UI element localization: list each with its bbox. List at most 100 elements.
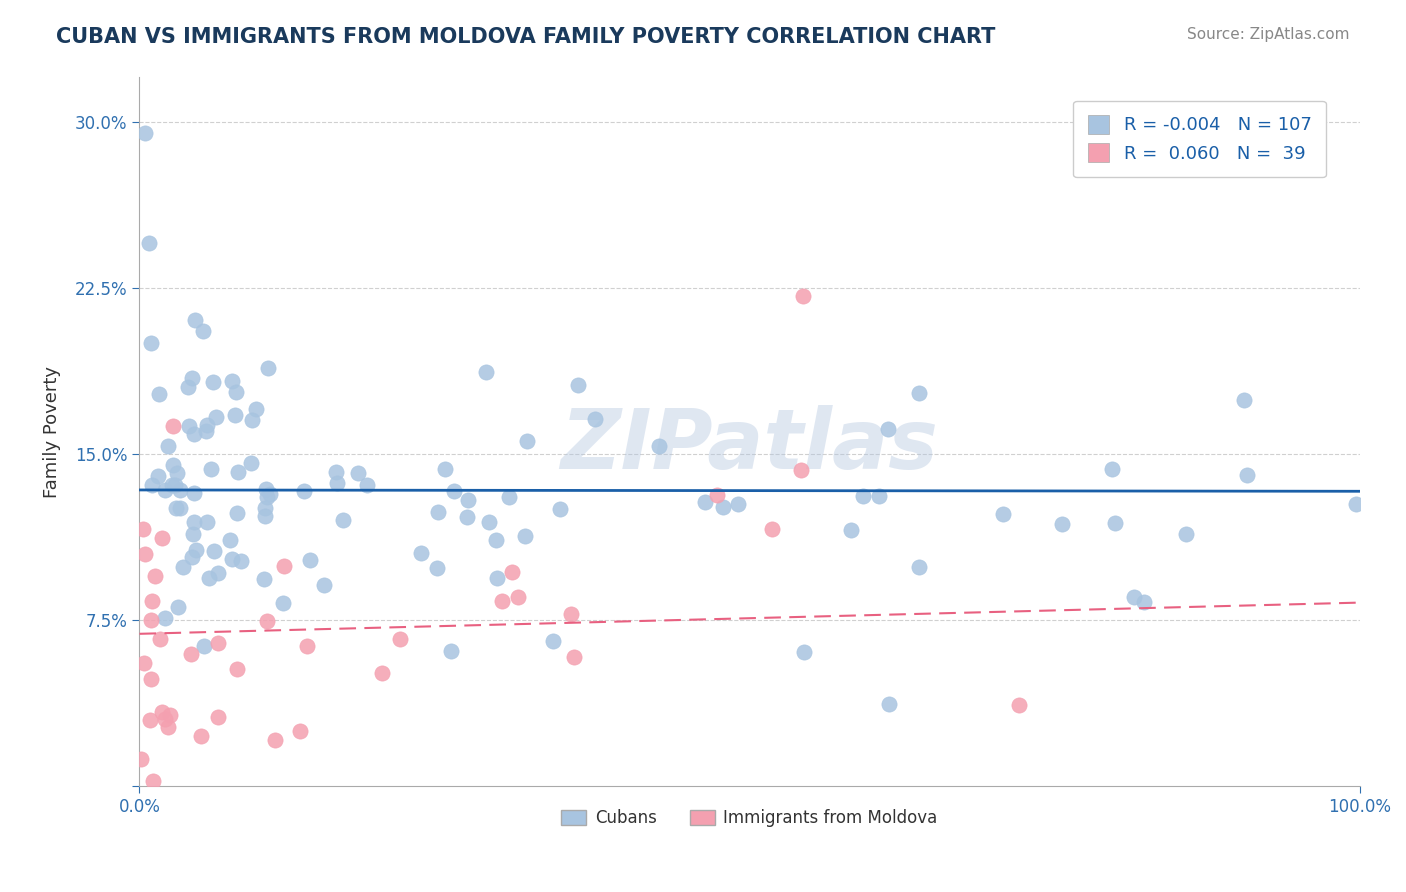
Text: ZIPatlas: ZIPatlas	[561, 405, 938, 486]
Cubans	[177, 418, 200, 433]
Cubans	[225, 385, 247, 400]
Cubans	[253, 509, 276, 524]
Cubans	[169, 483, 191, 498]
Immigrants from Moldova	[143, 569, 166, 583]
Text: Source: ZipAtlas.com: Source: ZipAtlas.com	[1187, 27, 1350, 42]
Cubans	[231, 554, 253, 568]
Cubans	[1232, 392, 1254, 407]
Cubans	[193, 639, 215, 653]
Cubans	[226, 465, 249, 479]
Cubans	[200, 462, 222, 476]
Cubans	[254, 501, 277, 516]
Immigrants from Moldova	[491, 594, 513, 608]
Immigrants from Moldova	[139, 713, 162, 727]
Cubans	[332, 513, 354, 527]
Cubans	[156, 439, 179, 453]
Cubans	[225, 507, 247, 521]
Cubans	[711, 500, 734, 515]
Cubans	[1122, 590, 1144, 604]
Cubans	[1104, 516, 1126, 531]
Immigrants from Moldova	[706, 488, 728, 502]
Cubans	[456, 509, 478, 524]
Cubans	[498, 490, 520, 504]
Cubans	[852, 489, 875, 503]
Cubans	[585, 411, 607, 425]
Cubans	[224, 408, 246, 422]
Immigrants from Moldova	[371, 665, 394, 680]
Immigrants from Moldova	[150, 705, 173, 719]
Cubans	[148, 387, 170, 401]
Immigrants from Moldova	[129, 751, 152, 765]
Cubans	[218, 533, 240, 547]
Cubans	[567, 378, 589, 392]
Cubans	[184, 313, 207, 327]
Cubans	[193, 324, 215, 338]
Cubans	[541, 633, 564, 648]
Immigrants from Moldova	[141, 594, 163, 608]
Cubans	[693, 495, 716, 509]
Cubans	[166, 466, 188, 480]
Cubans	[166, 600, 188, 615]
Cubans	[908, 559, 931, 574]
Cubans	[240, 413, 263, 427]
Immigrants from Moldova	[157, 720, 180, 734]
Immigrants from Moldova	[1008, 698, 1031, 712]
Cubans	[153, 611, 176, 625]
Immigrants from Moldova	[190, 729, 212, 743]
Cubans	[477, 515, 499, 529]
Cubans	[793, 645, 815, 659]
Immigrants from Moldova	[141, 613, 163, 627]
Immigrants from Moldova	[508, 591, 530, 605]
Cubans	[648, 439, 671, 453]
Cubans	[138, 236, 160, 251]
Cubans	[868, 489, 890, 503]
Cubans	[141, 478, 163, 492]
Cubans	[314, 578, 336, 592]
Immigrants from Moldova	[562, 649, 585, 664]
Cubans	[141, 336, 163, 351]
Cubans	[162, 477, 184, 491]
Immigrants from Moldova	[159, 707, 181, 722]
Cubans	[347, 467, 370, 481]
Immigrants from Moldova	[226, 662, 249, 676]
Cubans	[1174, 526, 1197, 541]
Cubans	[356, 478, 378, 492]
Text: CUBAN VS IMMIGRANTS FROM MOLDOVA FAMILY POVERTY CORRELATION CHART: CUBAN VS IMMIGRANTS FROM MOLDOVA FAMILY …	[56, 27, 995, 46]
Immigrants from Moldova	[162, 419, 184, 434]
Immigrants from Moldova	[207, 710, 229, 724]
Immigrants from Moldova	[142, 773, 165, 788]
Cubans	[427, 505, 450, 519]
Cubans	[325, 475, 347, 490]
Immigrants from Moldova	[295, 640, 318, 654]
Cubans	[1132, 595, 1154, 609]
Cubans	[252, 572, 274, 586]
Immigrants from Moldova	[790, 463, 813, 477]
Immigrants from Moldova	[290, 724, 312, 739]
Cubans	[221, 551, 243, 566]
Cubans	[426, 561, 449, 575]
Cubans	[516, 434, 538, 448]
Cubans	[839, 524, 862, 538]
Cubans	[180, 549, 202, 564]
Cubans	[877, 422, 900, 436]
Cubans	[256, 491, 278, 505]
Cubans	[908, 385, 931, 400]
Cubans	[433, 461, 456, 475]
Cubans	[221, 374, 243, 388]
Immigrants from Moldova	[501, 565, 523, 579]
Cubans	[162, 458, 184, 472]
Cubans	[195, 515, 218, 529]
Cubans	[169, 501, 191, 516]
Immigrants from Moldova	[761, 522, 783, 536]
Cubans	[443, 483, 465, 498]
Cubans	[172, 559, 194, 574]
Cubans	[181, 526, 204, 541]
Immigrants from Moldova	[139, 673, 162, 687]
Immigrants from Moldova	[150, 531, 173, 545]
Cubans	[134, 126, 156, 140]
Immigrants from Moldova	[273, 559, 295, 574]
Y-axis label: Family Poverty: Family Poverty	[44, 366, 60, 498]
Cubans	[1101, 462, 1123, 476]
Immigrants from Moldova	[264, 733, 287, 747]
Cubans	[486, 571, 509, 585]
